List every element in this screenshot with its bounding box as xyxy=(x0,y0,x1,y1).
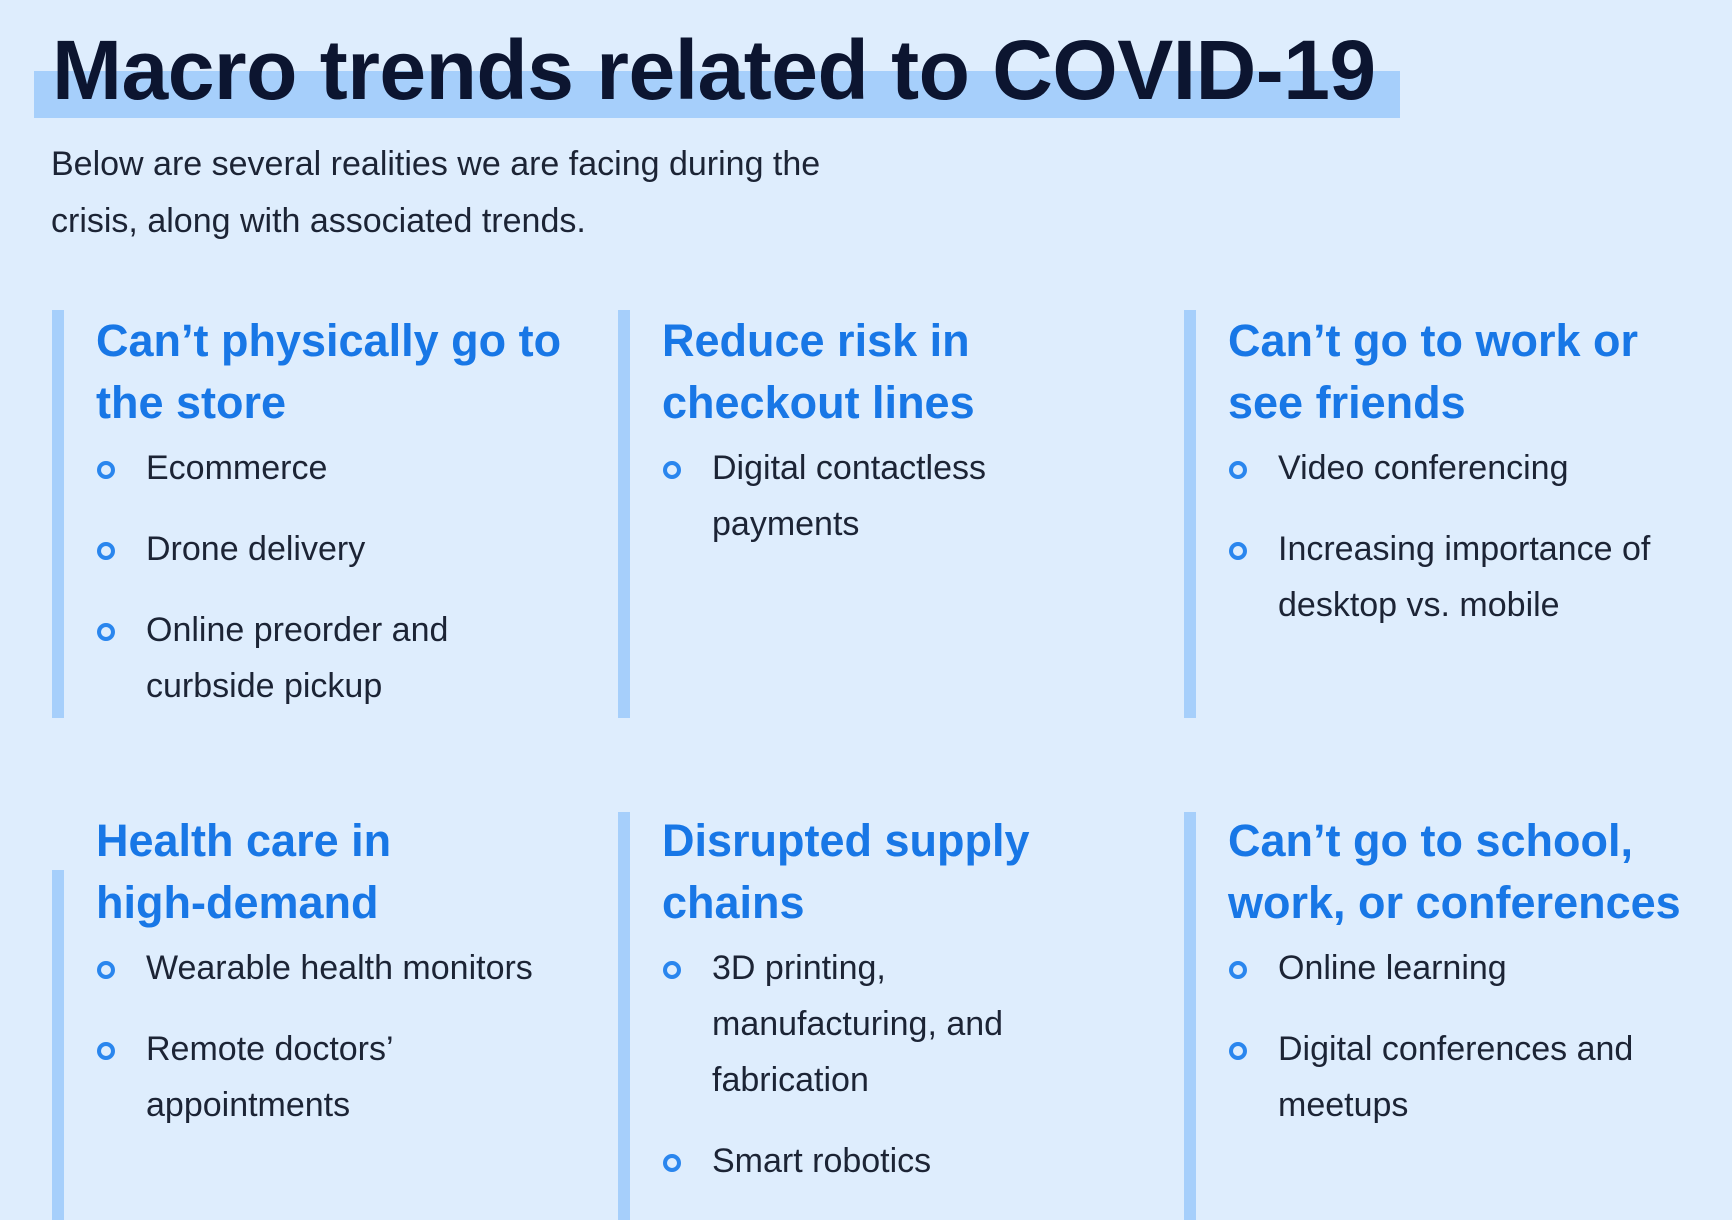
list-item-label: Online learning xyxy=(1278,949,1507,987)
card-accent-bar xyxy=(52,310,64,718)
card-accent-bar xyxy=(1184,310,1196,718)
list-item-label: Remote doctors’ appointments xyxy=(146,1030,393,1124)
list-item-label: Online preorder and curbside pickup xyxy=(146,611,449,705)
circle-bullet-icon xyxy=(97,623,115,641)
list-item-label: Wearable health monitors xyxy=(146,949,533,987)
circle-bullet-icon xyxy=(663,461,681,479)
list-item-label: Digital conferences and meetups xyxy=(1278,1030,1634,1124)
list-item: Digital contactless payments xyxy=(662,440,1072,552)
list-item: Online learning xyxy=(1228,940,1732,996)
trend-card-supply-chains: Disrupted supply chains 3D printing, man… xyxy=(618,810,1158,1220)
list-item: Ecommerce xyxy=(96,440,616,496)
list-item: Drone delivery xyxy=(96,521,616,577)
trend-list: Online learning Digital conferences and … xyxy=(1228,940,1732,1158)
list-item: Online preorder and curbside pickup xyxy=(96,602,586,714)
list-item-label: Drone delivery xyxy=(146,530,366,568)
trend-card-store: Can’t physically go to the store Ecommer… xyxy=(52,310,592,720)
trend-list: Digital contactless payments xyxy=(662,440,1182,577)
circle-bullet-icon xyxy=(97,542,115,560)
circle-bullet-icon xyxy=(1229,1042,1247,1060)
circle-bullet-icon xyxy=(97,461,115,479)
list-item: Remote doctors’ appointments xyxy=(96,1021,486,1133)
trend-card-school-conferences: Can’t go to school, work, or conferences… xyxy=(1184,810,1724,1220)
trend-card-checkout: Reduce risk in checkout lines Digital co… xyxy=(618,310,1158,720)
title-block: Macro trends related to COVID-19 xyxy=(34,22,1400,118)
trend-card-health: Health care in high-demand Wearable heal… xyxy=(52,810,592,1220)
list-item: Smart robotics xyxy=(662,1133,1182,1189)
list-item-label: Digital contactless payments xyxy=(712,449,987,543)
list-item: 3D printing, manufacturing, and fabricat… xyxy=(662,940,1092,1108)
list-item: Digital conferences and meetups xyxy=(1228,1021,1658,1133)
list-item-label: Smart robotics xyxy=(712,1142,932,1180)
card-heading: Disrupted supply chains xyxy=(662,815,1030,928)
circle-bullet-icon xyxy=(1229,542,1247,560)
card-heading: Can’t physically go to the store xyxy=(96,315,562,428)
circle-bullet-icon xyxy=(663,961,681,979)
circle-bullet-icon xyxy=(97,1042,115,1060)
circle-bullet-icon xyxy=(97,961,115,979)
trend-card-work-friends: Can’t go to work or see friends Video co… xyxy=(1184,310,1724,720)
list-item-label: Video conferencing xyxy=(1278,449,1569,487)
list-item: Wearable health monitors xyxy=(96,940,616,996)
trend-list: Video conferencing Increasing importance… xyxy=(1228,440,1732,658)
list-item-label: Increasing importance of desktop vs. mob… xyxy=(1278,530,1651,624)
card-accent-bar xyxy=(52,870,64,1220)
circle-bullet-icon xyxy=(1229,461,1247,479)
circle-bullet-icon xyxy=(663,1154,681,1172)
title-highlight-bar xyxy=(34,71,1400,118)
card-heading: Reduce risk in checkout lines xyxy=(662,315,975,428)
list-item: Video conferencing xyxy=(1228,440,1732,496)
page-subtitle: Below are several realities we are facin… xyxy=(51,145,821,240)
card-accent-bar xyxy=(618,310,630,718)
list-item-label: 3D printing, manufacturing, and fabricat… xyxy=(712,949,1004,1099)
circle-bullet-icon xyxy=(1229,961,1247,979)
card-heading: Can’t go to work or see friends xyxy=(1228,315,1638,428)
card-accent-bar xyxy=(1184,812,1196,1220)
list-item: Increasing importance of desktop vs. mob… xyxy=(1228,521,1718,633)
trend-list: 3D printing, manufacturing, and fabricat… xyxy=(662,940,1182,1214)
card-accent-bar xyxy=(618,812,630,1220)
trend-list: Ecommerce Drone delivery Online preorder… xyxy=(96,440,616,739)
card-heading: Can’t go to school, work, or conferences xyxy=(1228,815,1681,928)
page-title: Macro trends related to COVID-19 xyxy=(52,23,1376,117)
card-heading: Health care in high-demand xyxy=(96,815,392,928)
list-item-label: Ecommerce xyxy=(146,449,328,487)
trend-list: Wearable health monitors Remote doctors’… xyxy=(96,940,616,1158)
